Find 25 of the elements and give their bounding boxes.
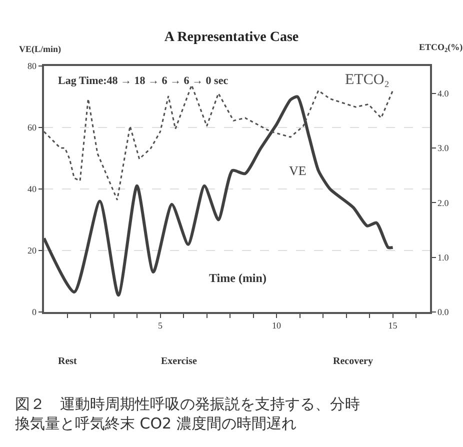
y2-tick-label: 1.0	[438, 252, 450, 262]
y2-axis-title: ETCO$_{2}$(%)	[419, 42, 463, 54]
y2-tick-label: 3.0	[438, 143, 450, 154]
series-label: ETCO₂	[345, 72, 390, 88]
chart-title: A Representative Case	[164, 30, 299, 46]
y-tick-label: 40	[27, 184, 37, 194]
x-tick-label: 10	[272, 320, 282, 331]
x-axis-title: Time (min)	[209, 271, 266, 285]
series-label: VE	[289, 163, 306, 178]
annotation: Lag Time:48 → 18 → 6 → 6 → 0 sec	[58, 75, 228, 87]
y-tick-label: 80	[27, 61, 37, 72]
y-tick-label: 60	[27, 122, 37, 133]
y-tick-label: 20	[27, 246, 37, 256]
text: Exercise	[161, 356, 198, 367]
x-tick-label: 15	[388, 320, 398, 331]
y-axis-title: VE(L/min)	[19, 44, 62, 54]
caption: 図２ 運動時周期性呼吸の発振説を支持する、分時換気量と呼気終末 CO2 濃度間の時間遅れ	[15, 395, 360, 432]
y2-tick-label: 2.0	[438, 198, 450, 208]
y2-tick-label: 4.0	[438, 88, 450, 98]
x-tick-label: 5	[158, 320, 164, 331]
text: Recovery	[333, 356, 373, 367]
y-tick-label: 0	[32, 307, 37, 318]
text: Rest	[58, 356, 78, 367]
line-series	[44, 95, 394, 297]
y2-tick-label: 0.0	[438, 307, 450, 318]
